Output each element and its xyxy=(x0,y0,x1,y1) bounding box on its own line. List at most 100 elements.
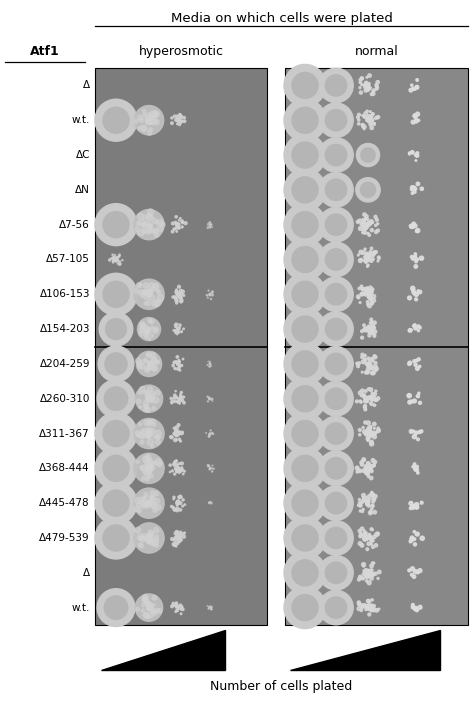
Circle shape xyxy=(148,225,151,228)
Circle shape xyxy=(368,430,372,433)
Circle shape xyxy=(365,327,369,331)
Circle shape xyxy=(146,606,151,611)
Circle shape xyxy=(357,601,360,604)
Circle shape xyxy=(176,609,178,611)
Circle shape xyxy=(146,292,150,296)
Circle shape xyxy=(177,503,179,504)
Circle shape xyxy=(140,466,144,470)
Circle shape xyxy=(371,329,375,333)
Circle shape xyxy=(413,224,415,226)
Circle shape xyxy=(366,290,369,294)
Circle shape xyxy=(177,224,179,225)
Circle shape xyxy=(178,361,180,363)
Circle shape xyxy=(181,121,182,122)
Circle shape xyxy=(365,606,369,609)
Circle shape xyxy=(367,329,369,332)
Circle shape xyxy=(372,114,374,116)
Circle shape xyxy=(174,430,177,432)
Circle shape xyxy=(365,466,370,469)
Circle shape xyxy=(365,224,369,228)
Circle shape xyxy=(365,608,367,611)
Circle shape xyxy=(150,429,155,434)
Circle shape xyxy=(209,295,211,296)
Circle shape xyxy=(175,329,177,332)
Circle shape xyxy=(284,552,326,594)
Circle shape xyxy=(139,283,142,287)
Circle shape xyxy=(118,256,120,258)
Circle shape xyxy=(367,434,370,437)
Circle shape xyxy=(367,476,369,478)
Circle shape xyxy=(418,569,422,572)
Circle shape xyxy=(140,324,145,328)
Circle shape xyxy=(363,116,365,119)
Circle shape xyxy=(415,188,417,190)
Circle shape xyxy=(147,535,152,540)
Circle shape xyxy=(416,182,419,185)
Circle shape xyxy=(178,540,179,542)
Circle shape xyxy=(178,224,179,225)
Circle shape xyxy=(365,500,367,503)
Circle shape xyxy=(370,298,372,301)
Circle shape xyxy=(355,466,359,470)
Circle shape xyxy=(140,500,146,506)
Circle shape xyxy=(149,355,152,358)
Circle shape xyxy=(319,103,353,138)
Circle shape xyxy=(143,400,148,406)
Circle shape xyxy=(146,430,153,437)
Circle shape xyxy=(151,218,157,224)
Circle shape xyxy=(145,391,149,395)
Circle shape xyxy=(292,212,318,238)
Circle shape xyxy=(370,467,372,470)
Circle shape xyxy=(284,134,326,176)
Circle shape xyxy=(145,465,152,471)
Circle shape xyxy=(292,281,318,307)
Circle shape xyxy=(356,220,359,224)
Circle shape xyxy=(359,533,363,537)
Circle shape xyxy=(364,575,367,578)
Circle shape xyxy=(147,427,152,432)
Circle shape xyxy=(146,214,152,219)
Circle shape xyxy=(178,496,181,498)
Circle shape xyxy=(371,371,374,375)
Circle shape xyxy=(173,296,176,298)
Circle shape xyxy=(145,331,148,334)
Circle shape xyxy=(211,432,212,434)
Circle shape xyxy=(370,442,374,446)
Circle shape xyxy=(181,466,182,469)
Circle shape xyxy=(367,388,370,390)
Circle shape xyxy=(361,371,363,373)
Circle shape xyxy=(373,422,376,426)
Circle shape xyxy=(180,117,182,119)
Circle shape xyxy=(414,292,419,296)
Circle shape xyxy=(148,613,153,618)
Text: Δ260-310: Δ260-310 xyxy=(40,394,90,404)
Circle shape xyxy=(148,363,151,366)
Circle shape xyxy=(371,332,374,334)
Circle shape xyxy=(416,608,419,611)
Circle shape xyxy=(373,510,376,514)
Circle shape xyxy=(146,431,152,437)
Circle shape xyxy=(372,539,374,541)
Circle shape xyxy=(360,182,375,197)
Circle shape xyxy=(356,295,360,298)
Circle shape xyxy=(366,119,369,121)
Circle shape xyxy=(361,606,364,608)
Circle shape xyxy=(175,530,178,533)
Circle shape xyxy=(367,258,370,261)
Circle shape xyxy=(183,471,185,472)
Circle shape xyxy=(148,283,155,289)
Circle shape xyxy=(367,606,370,610)
Circle shape xyxy=(146,113,151,118)
Circle shape xyxy=(369,111,371,113)
Circle shape xyxy=(180,537,182,539)
Circle shape xyxy=(147,604,150,606)
Circle shape xyxy=(367,328,370,332)
Circle shape xyxy=(368,222,371,226)
Circle shape xyxy=(207,396,208,397)
Circle shape xyxy=(370,396,374,400)
Circle shape xyxy=(150,541,155,546)
Circle shape xyxy=(176,290,177,292)
Circle shape xyxy=(358,504,361,507)
Circle shape xyxy=(417,290,419,292)
Circle shape xyxy=(178,366,180,368)
